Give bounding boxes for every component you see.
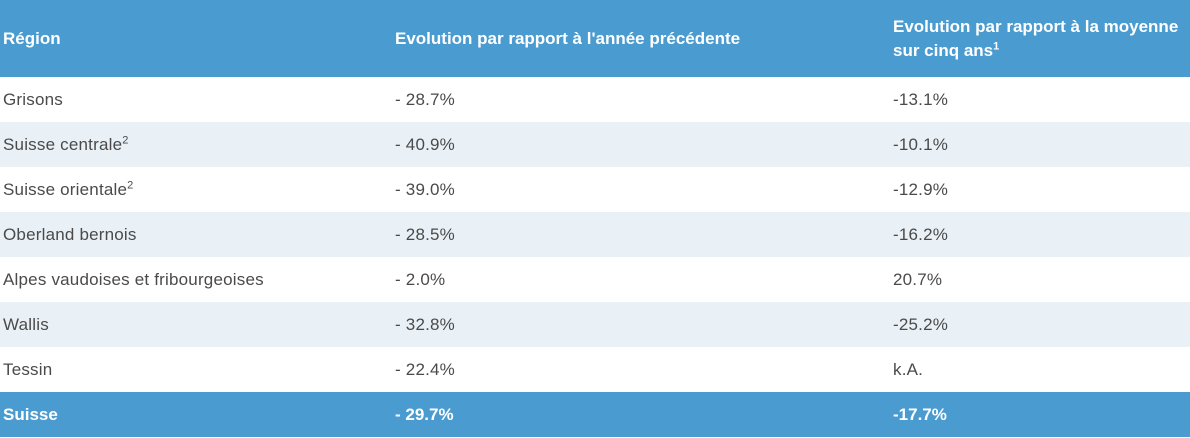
region-name: Wallis xyxy=(3,314,49,334)
table-row: Alpes vaudoises et fribourgeoises - 2.0% 2… xyxy=(0,257,1190,302)
header-row: Région Evolution par rapport à l'année p… xyxy=(0,0,1190,77)
five-year-avg-cell: -25.2% xyxy=(893,314,949,334)
region-name: Alpes vaudoises et fribourgeoises xyxy=(3,269,264,289)
region-cell: Alpes vaudoises et fribourgeoises xyxy=(0,257,392,302)
table-row: Suisse orientale2- 39.0% -12.9% xyxy=(0,167,1190,212)
region-name: Grisons xyxy=(3,89,63,109)
table-row: Wallis - 32.8% -25.2% xyxy=(0,302,1190,347)
total-prev-year: - 29.7% xyxy=(395,404,454,424)
table-body: Grisons - 28.7% -13.1% Suisse centrale2- 40… xyxy=(0,77,1190,392)
region-cell: Wallis xyxy=(0,302,392,347)
table-header: Région Evolution par rapport à l'année p… xyxy=(0,0,1190,77)
header-prev-year: Evolution par rapport à l'année précéden… xyxy=(395,28,741,48)
prev-year-cell: - 22.4% xyxy=(395,359,455,379)
table-footer: Suisse - 29.7% -17.7% xyxy=(0,392,1190,437)
region-name: Tessin xyxy=(3,359,53,379)
prev-year-cell: - 28.5% xyxy=(395,224,455,244)
table-row: Oberland bernois - 28.5% -16.2% xyxy=(0,212,1190,257)
region-cell: Suisse centrale2 xyxy=(0,122,392,167)
footnote-marker: 1 xyxy=(993,39,1000,52)
five-year-avg-cell: k.A. xyxy=(893,359,924,379)
five-year-avg-cell: -13.1% xyxy=(893,89,949,109)
region-cell: Grisons xyxy=(0,77,392,122)
region-cell: Suisse orientale2 xyxy=(0,167,392,212)
footnote-marker: 2 xyxy=(122,133,129,146)
five-year-avg-cell: -10.1% xyxy=(893,134,949,154)
prev-year-cell: - 39.0% xyxy=(395,179,455,199)
table-row: Suisse centrale2- 40.9% -10.1% xyxy=(0,122,1190,167)
five-year-avg-cell: 20.7% xyxy=(893,269,943,289)
prev-year-cell: - 2.0% xyxy=(395,269,446,289)
region-cell: Tessin xyxy=(0,347,392,392)
region-name: Suisse orientale xyxy=(3,179,128,199)
total-row: Suisse - 29.7% -17.7% xyxy=(0,392,1190,437)
header-five-year-avg: Evolution par rapport à la moyenne sur c… xyxy=(893,16,1179,60)
prev-year-cell: - 32.8% xyxy=(395,314,455,334)
total-five-year-avg: -17.7% xyxy=(893,404,947,424)
footnote-marker: 2 xyxy=(127,178,134,191)
five-year-avg-cell: -16.2% xyxy=(893,224,949,244)
table-row: Tessin - 22.4% k.A. xyxy=(0,347,1190,392)
prev-year-cell: - 28.7% xyxy=(395,89,455,109)
region-cell: Oberland bernois xyxy=(0,212,392,257)
region-name: Oberland bernois xyxy=(3,224,137,244)
prev-year-cell: - 40.9% xyxy=(395,134,455,154)
five-year-avg-cell: -12.9% xyxy=(893,179,949,199)
table-row: Grisons - 28.7% -13.1% xyxy=(0,77,1190,122)
header-region: Région xyxy=(3,28,61,48)
region-name: Suisse centrale xyxy=(3,134,123,154)
total-region: Suisse xyxy=(3,404,58,424)
